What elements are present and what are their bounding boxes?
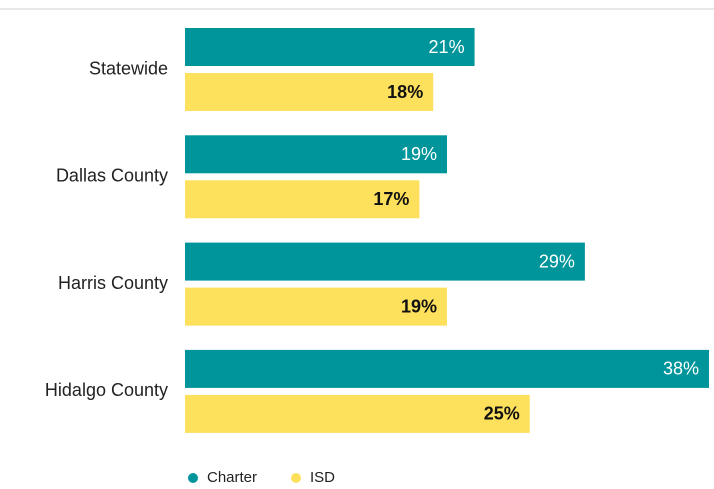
value-label: 17% (373, 189, 409, 209)
category-label: Harris County (58, 273, 168, 293)
bar (185, 242, 585, 281)
legend-swatch (291, 473, 301, 483)
value-label: 21% (429, 37, 465, 57)
legend-label: Charter (207, 469, 257, 486)
value-label: 18% (387, 82, 423, 102)
category-label: Statewide (89, 58, 168, 78)
value-label: 19% (401, 144, 437, 164)
value-label: 29% (539, 251, 575, 271)
value-label: 38% (663, 359, 699, 379)
value-label: 25% (484, 404, 520, 424)
bar (185, 394, 530, 433)
bar (185, 349, 709, 388)
bar (185, 28, 475, 66)
bar (185, 135, 447, 174)
bar (185, 180, 420, 219)
category-label: Hidalgo County (45, 380, 168, 400)
bar (185, 287, 447, 326)
value-label: 19% (401, 296, 437, 316)
bar (185, 73, 434, 111)
legend-label: ISD (310, 469, 335, 486)
category-label: Dallas County (56, 166, 168, 186)
legend-swatch (188, 473, 198, 483)
